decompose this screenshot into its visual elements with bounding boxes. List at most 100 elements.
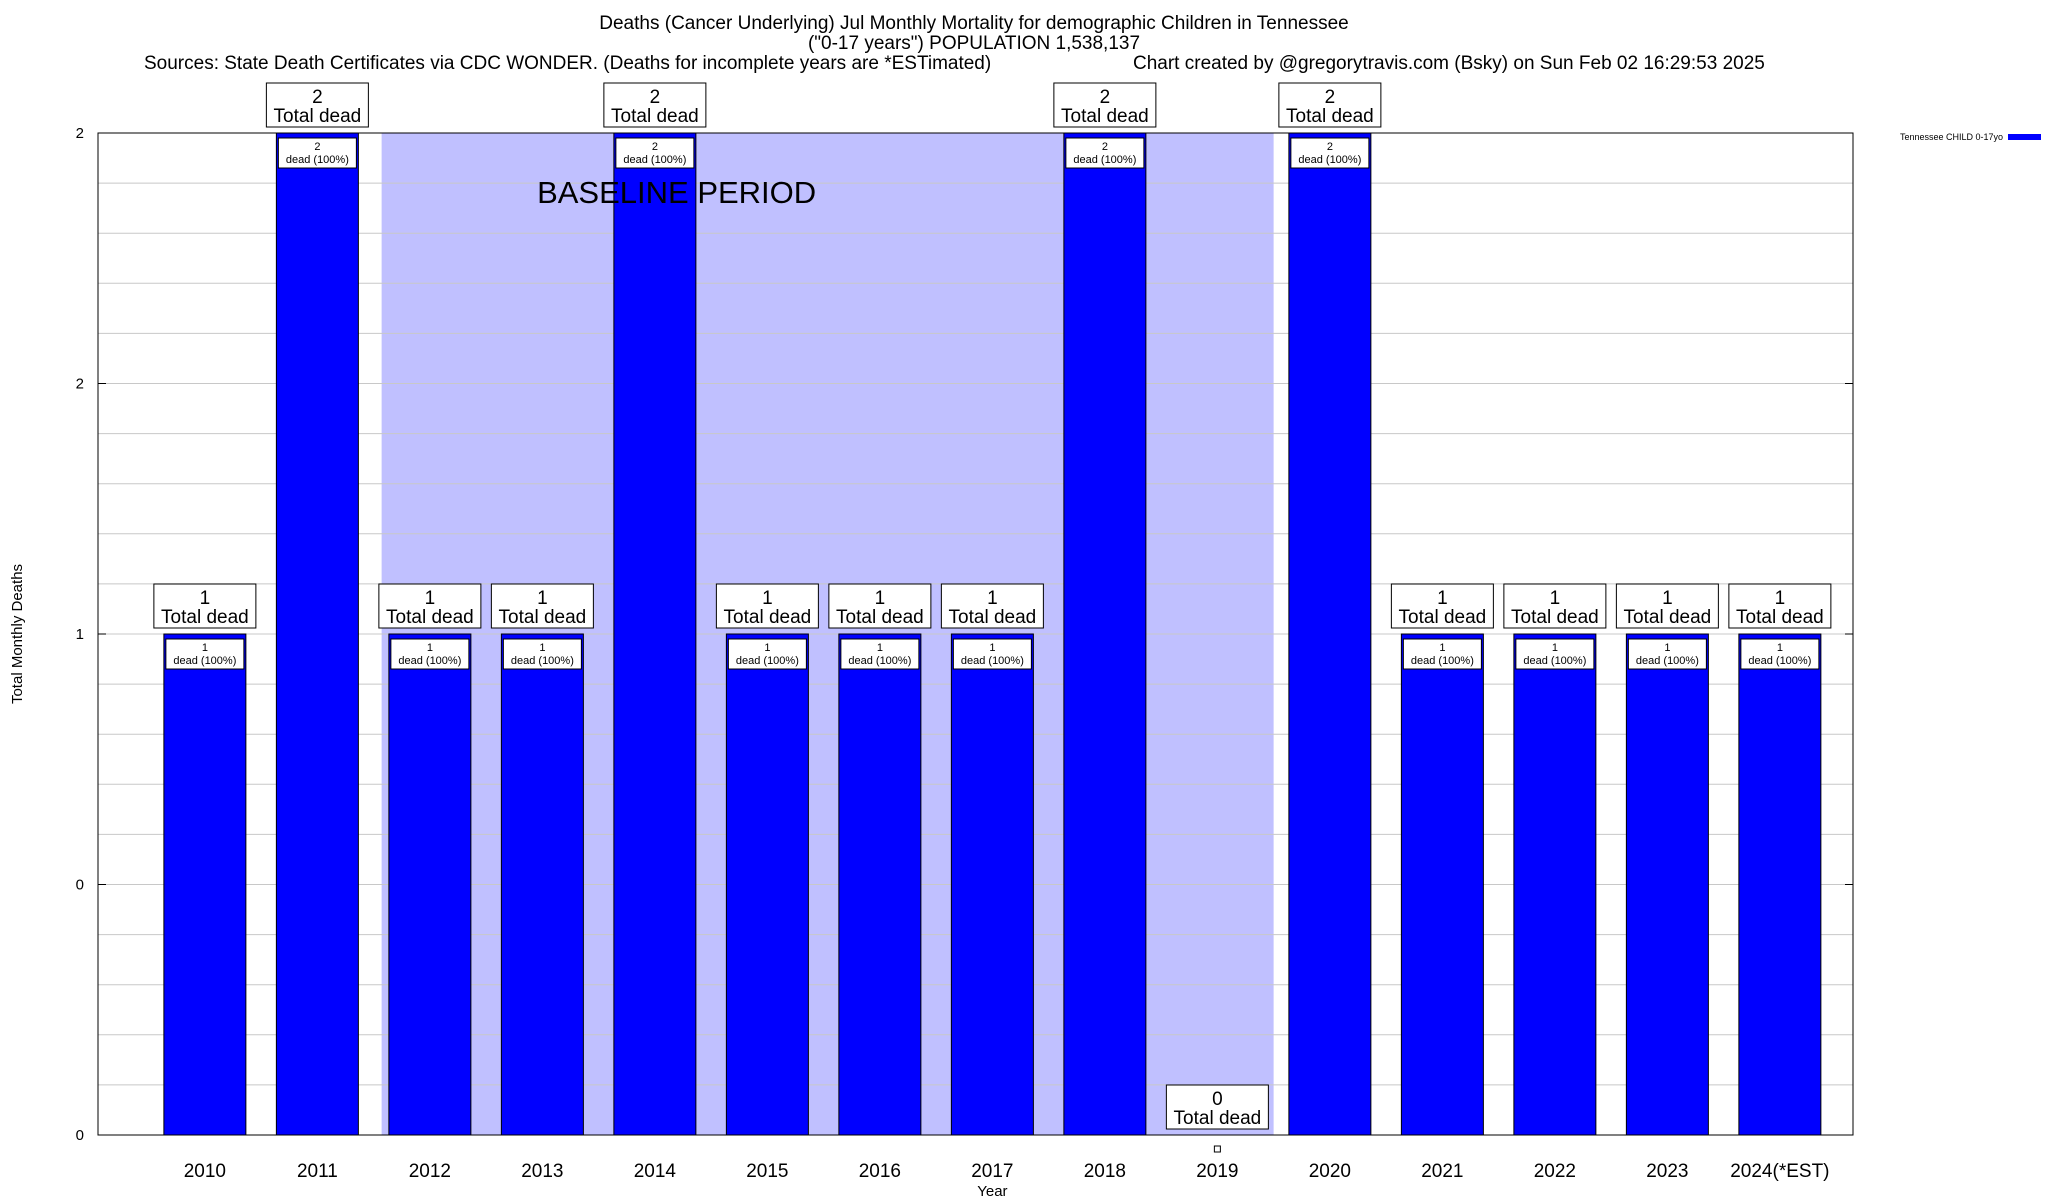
- x-tick-label: 2015: [746, 1161, 788, 1182]
- bar-label-box: [952, 638, 1032, 670]
- total-label-box: [153, 583, 257, 629]
- baseline-period-label: BASELINE PERIOD: [537, 175, 816, 210]
- total-label-value: 1: [987, 588, 998, 609]
- bar: [950, 633, 1034, 1136]
- total-label-value: 2: [1325, 87, 1336, 108]
- total-label-text: Total dead: [611, 106, 699, 127]
- bar-label-value: 1: [877, 642, 883, 654]
- bar-label-value: 1: [1777, 642, 1783, 654]
- bar-label-box: [277, 137, 357, 169]
- total-label-value: 1: [1662, 588, 1673, 609]
- x-tick-label: 2023: [1646, 1161, 1688, 1182]
- bar-label-value: 1: [202, 642, 208, 654]
- bar-label-box: [1515, 638, 1595, 670]
- x-tick-label: 2016: [859, 1161, 901, 1182]
- bar-label-value: 2: [1327, 141, 1333, 153]
- total-label-value: 2: [650, 87, 661, 108]
- total-label-value: 1: [875, 588, 886, 609]
- total-label-text: Total dead: [1736, 607, 1824, 628]
- bar-label-box: [1627, 638, 1707, 670]
- total-label-box: [490, 583, 594, 629]
- bar-label-text: dead (100%): [1636, 655, 1699, 667]
- bar-label-text: dead (100%): [1523, 655, 1586, 667]
- bar-label-box: [1290, 137, 1370, 169]
- x-tick-label: 2020: [1309, 1161, 1351, 1182]
- bar-label-box: [840, 638, 920, 670]
- total-label-box: [715, 583, 819, 629]
- y-tick-label: 0: [76, 1127, 84, 1144]
- x-tick-label: 2019: [1196, 1161, 1238, 1182]
- total-label-text: Total dead: [274, 106, 362, 127]
- x-tick-label: 2018: [1084, 1161, 1126, 1182]
- total-label-value: 2: [312, 87, 323, 108]
- total-label-text: Total dead: [1399, 607, 1487, 628]
- total-label-value: 2: [1100, 87, 1111, 108]
- total-label-box: [1503, 583, 1607, 629]
- bar: [1400, 633, 1484, 1136]
- bar: [500, 633, 584, 1136]
- bar-label-value: 1: [764, 642, 770, 654]
- x-tick-label: 2010: [184, 1161, 226, 1182]
- bar-label-text: dead (100%): [511, 655, 574, 667]
- bar: [838, 633, 922, 1136]
- bar-label-value: 1: [427, 642, 433, 654]
- total-label-box: [1053, 82, 1157, 128]
- bar-label-text: dead (100%): [848, 655, 911, 667]
- legend-label: Tennessee CHILD 0-17yo: [1900, 132, 2003, 142]
- chart-subtitle: ("0-17 years") POPULATION 1,538,137: [807, 33, 1141, 54]
- total-label-box: [1165, 1084, 1269, 1130]
- total-label-value: 1: [1550, 588, 1561, 609]
- total-label-value: 1: [537, 588, 548, 609]
- bar-label-box: [165, 638, 245, 670]
- chart-credit: Chart created by @gregorytravis.com (Bsk…: [1133, 53, 1765, 74]
- total-label-box: [1615, 583, 1719, 629]
- total-label-box: [378, 583, 482, 629]
- y-tick-label: 1: [76, 626, 84, 643]
- bar: [1738, 633, 1822, 1136]
- x-tick-label: 2011: [297, 1161, 338, 1182]
- bar-label-text: dead (100%): [1411, 655, 1474, 667]
- x-tick-label: 2014: [634, 1161, 677, 1182]
- total-label-box: [828, 583, 932, 629]
- total-label-text: Total dead: [499, 607, 587, 628]
- bar-label-box: [1740, 638, 1820, 670]
- bar-label-box: [390, 638, 470, 670]
- bar-label-text: dead (100%): [173, 655, 236, 667]
- total-label-text: Total dead: [1286, 106, 1374, 127]
- x-tick-label: 2024(*EST): [1730, 1161, 1829, 1182]
- total-label-box: [1390, 583, 1494, 629]
- bar: [1063, 132, 1147, 1136]
- bar-label-text: dead (100%): [398, 655, 461, 667]
- total-label-text: Total dead: [161, 607, 249, 628]
- y-tick-label: 0: [76, 877, 84, 894]
- bar: [725, 633, 809, 1136]
- x-tick-label: 2021: [1421, 1161, 1463, 1182]
- bar-label-value: 1: [1664, 642, 1670, 654]
- bar-label-value: 2: [652, 141, 658, 153]
- bar-label-value: 1: [539, 642, 545, 654]
- bar-label-text: dead (100%): [1748, 655, 1811, 667]
- total-label-value: 1: [1775, 588, 1786, 609]
- bar-label-text: dead (100%): [286, 154, 349, 166]
- bar-label-text: dead (100%): [623, 154, 686, 166]
- x-tick-label: 2017: [971, 1161, 1013, 1182]
- total-label-text: Total dead: [836, 607, 924, 628]
- bar-label-text: dead (100%): [961, 655, 1024, 667]
- bar-label-text: dead (100%): [1073, 154, 1136, 166]
- bar-label-value: 1: [1439, 642, 1445, 654]
- total-label-box: [265, 82, 369, 128]
- total-label-box: [1278, 82, 1382, 128]
- bar: [275, 132, 359, 1136]
- x-tick-label: 2022: [1534, 1161, 1576, 1182]
- chart-title: Deaths (Cancer Underlying) Jul Monthly M…: [599, 13, 1349, 34]
- total-label-text: Total dead: [949, 607, 1037, 628]
- bar-label-value: 1: [1552, 642, 1558, 654]
- bar-label-text: dead (100%): [736, 655, 799, 667]
- total-label-value: 1: [762, 588, 773, 609]
- total-label-text: Total dead: [1511, 607, 1599, 628]
- chart-sources: Sources: State Death Certificates via CD…: [144, 53, 992, 74]
- x-axis-label: Year: [977, 1183, 1007, 1200]
- total-label-value: 1: [425, 588, 436, 609]
